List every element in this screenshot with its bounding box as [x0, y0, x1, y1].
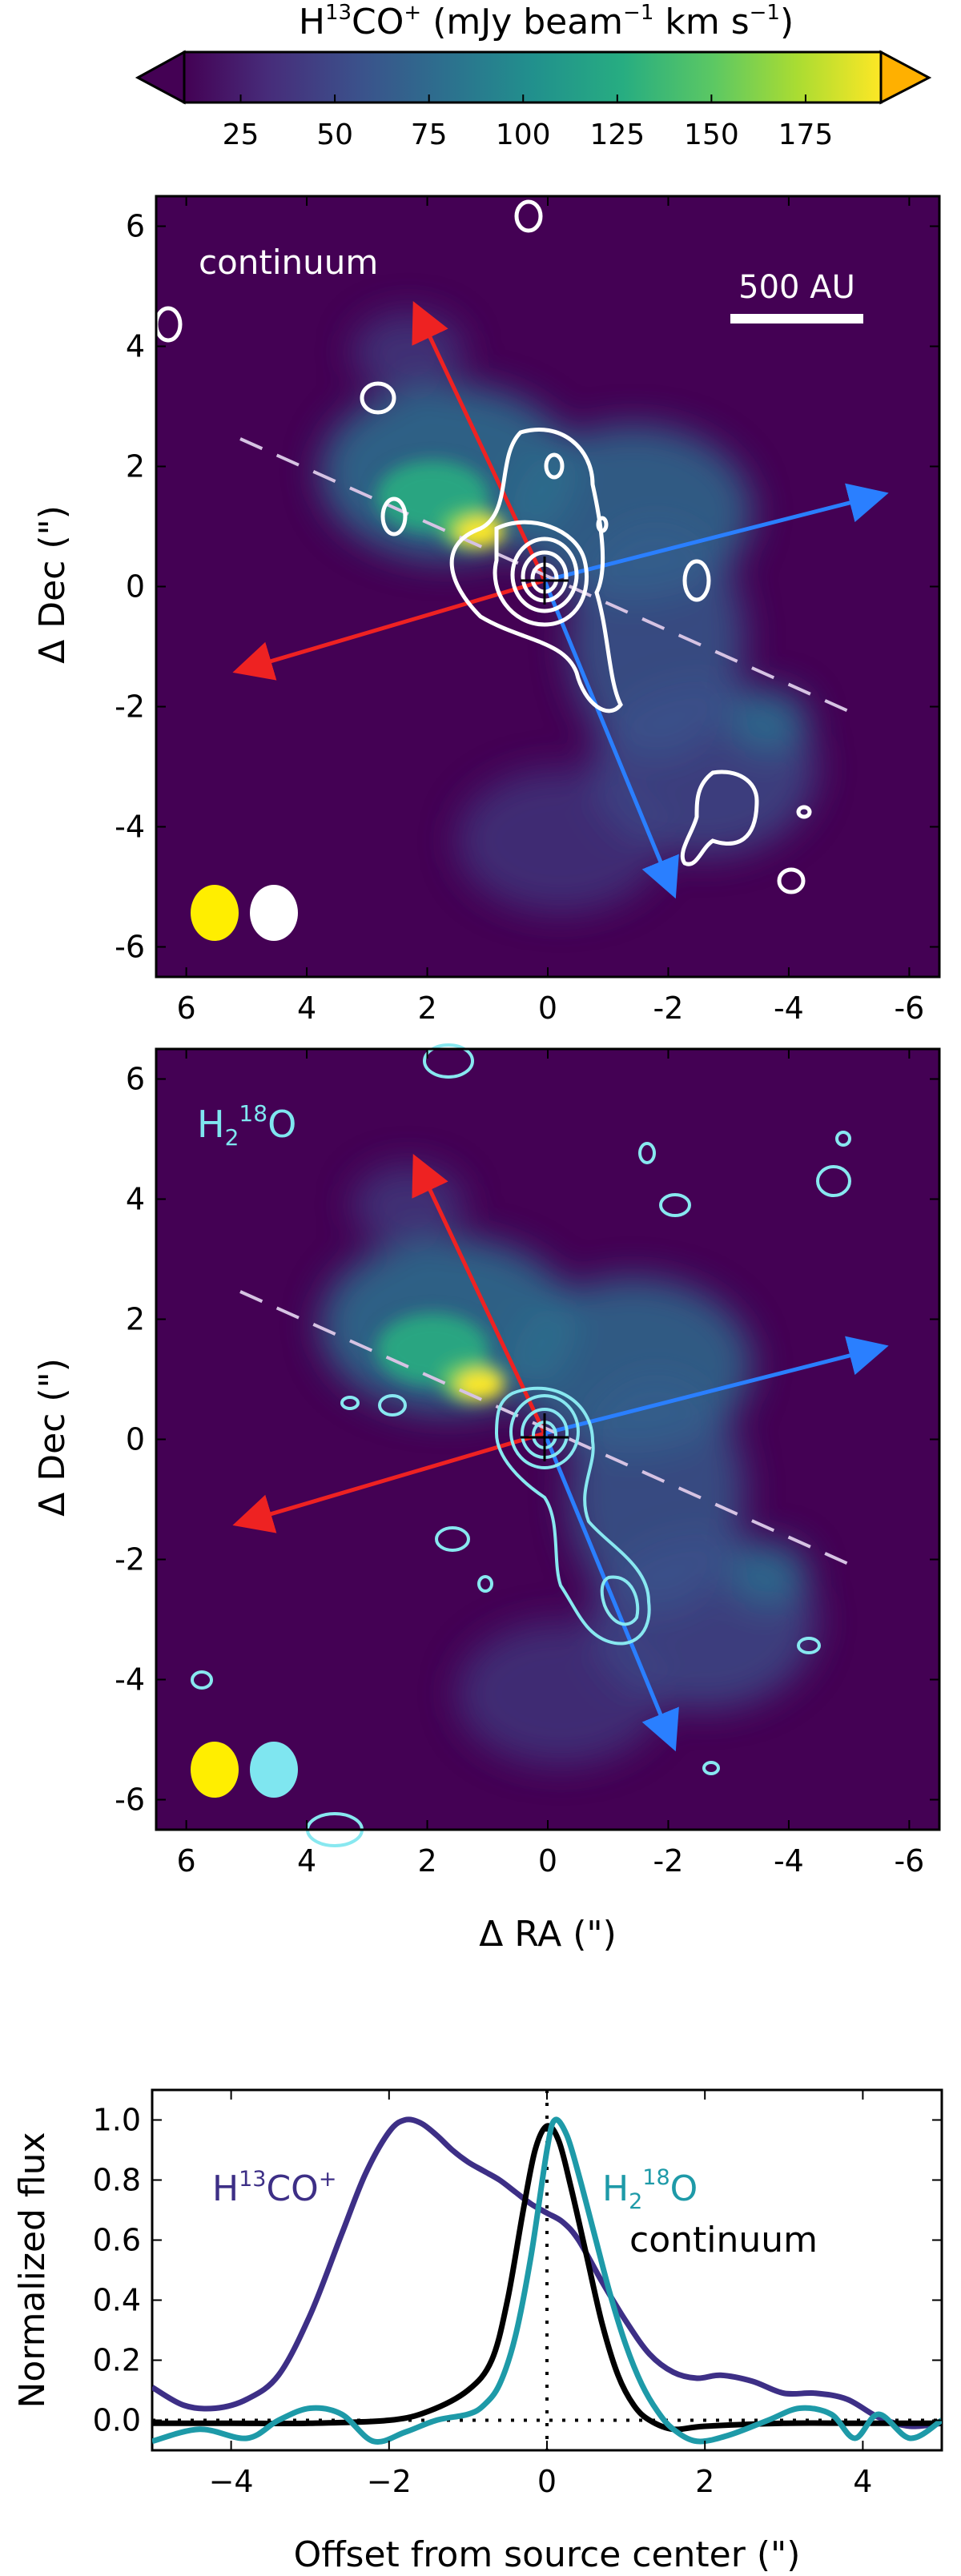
x-tick-label: -4 [774, 1843, 804, 1879]
colorbar-high-extend [879, 50, 932, 105]
y-tick-label: 6 [126, 209, 145, 244]
annotation-h13co: H13CO+ [212, 2167, 336, 2209]
plot-xlabel: Offset from source center (") [294, 2534, 801, 2575]
y-tick-label: 2 [126, 1302, 145, 1337]
continuum-contours [154, 199, 812, 894]
x-tick-label: 0 [537, 2464, 557, 2499]
colorbar-tick-label: 50 [316, 119, 353, 151]
source-crosshair [521, 557, 569, 605]
x-tick-label: -4 [774, 991, 804, 1026]
beam-h2o [250, 1742, 298, 1798]
x-tick-label: 2 [695, 2464, 714, 2499]
x-tick-label: 2 [417, 991, 436, 1026]
y-tick-label: -2 [115, 1542, 145, 1577]
series-line-2 [152, 2116, 942, 2445]
plot-guides [152, 2090, 942, 2450]
x-tick-label: 0 [538, 991, 557, 1026]
x-tick-label: 4 [297, 991, 316, 1026]
x-tick-label: 0 [538, 1843, 557, 1879]
y-tick-label: -4 [115, 810, 145, 845]
beam-continuum [250, 885, 298, 941]
y-tick-label: -2 [115, 689, 145, 725]
blue-lobe-arrow-south [542, 580, 679, 899]
red-lobe-arrow-north [412, 1153, 547, 1435]
colorbar-tick-label: 125 [589, 119, 645, 151]
dashed-axis [239, 1290, 862, 1571]
y-tick-label: 0.6 [93, 2223, 141, 2258]
beams [191, 1742, 298, 1798]
panel-label-continuum: continuum [199, 243, 378, 282]
dashed-axis [239, 437, 862, 718]
annotation-continuum: continuum [629, 2220, 818, 2261]
y-tick-label: 2 [126, 449, 145, 484]
plot-ylabel: Normalized flux [12, 2132, 53, 2408]
colorbar-tick-label: 175 [778, 119, 834, 151]
annotation-h2o: H218O [602, 2165, 698, 2214]
red-lobe-arrow-north [412, 300, 547, 582]
x-tick-label: 6 [177, 991, 196, 1026]
plot-ticks: −4 −2 0 2 4 0.0 0.2 0.4 0.6 0.8 1.0 [93, 2090, 942, 2499]
x-tick-label: −2 [367, 2464, 412, 2499]
x-tick-label: -2 [653, 1843, 684, 1879]
y-tick-label: 0.4 [93, 2283, 141, 2318]
y-tick-label: 6 [126, 1062, 145, 1097]
beam-h13co [191, 885, 239, 941]
colorbar: H13CO+ (mJy beam−1 km s−1) 25 50 75 100 125 1… [135, 1, 932, 151]
map-ylabel-top: Δ Dec (") [32, 505, 73, 664]
x-tick-label: -2 [653, 991, 684, 1026]
x-tick-label: -6 [894, 991, 924, 1026]
profile-chart: −4 −2 0 2 4 0.0 0.2 0.4 0.6 0.8 1.0 Normalized flu… [12, 2088, 943, 2575]
y-tick-label: 0 [126, 1422, 145, 1457]
source-crosshair [521, 1413, 569, 1461]
h13co-emission [320, 1165, 817, 1766]
series-line-1 [152, 2123, 942, 2433]
scalebar-line [730, 314, 863, 324]
y-tick-label: -6 [115, 1782, 145, 1818]
red-lobe-arrow-west [232, 578, 545, 681]
x-tick-label: 6 [177, 1843, 196, 1879]
y-tick-label: 4 [126, 1182, 145, 1217]
series-line-0 [152, 2116, 942, 2429]
x-tick-label: 2 [417, 1843, 436, 1879]
scalebar-label: 500 AU [738, 269, 855, 306]
y-tick-label: -4 [115, 1662, 145, 1698]
colorbar-bar [183, 50, 883, 104]
panel-label-h2o: H218O [197, 1100, 296, 1151]
scalebar: 500 AU [730, 269, 863, 324]
outflow-arrows [232, 1153, 889, 1752]
outflow-arrows [232, 300, 889, 899]
colorbar-tick-label: 25 [223, 119, 259, 151]
y-tick-label: 4 [126, 329, 145, 364]
y-tick-label: 0.8 [93, 2163, 141, 2198]
map-xlabel: Δ RA (") [479, 1914, 617, 1955]
colorbar-tick-label: 75 [411, 119, 448, 151]
y-tick-label: 0.0 [93, 2403, 141, 2438]
beam-h13co [191, 1742, 239, 1798]
colorbar-low-extend [135, 50, 186, 105]
y-tick-label: 0 [126, 569, 145, 605]
colorbar-tick-label: 150 [684, 119, 739, 151]
map-panel-h2o: H218O 6 6 4 4 2 2 0 0 -2 -2 -4 -4 -6 -6 [115, 1043, 941, 1879]
map-ylabel-bottom: Δ Dec (") [32, 1358, 73, 1517]
colorbar-ticks: 25 50 75 100 125 150 175 [223, 94, 834, 151]
map-panel-continuum: continuum 500 AU 6 6 4 4 2 2 0 0 -2 -2 -4 -4 -6 -6 [115, 195, 941, 1026]
y-tick-label: 1.0 [93, 2103, 141, 2138]
colorbar-label: H13CO+ (mJy beam−1 km s−1) [299, 1, 794, 42]
red-lobe-arrow-west [232, 1431, 545, 1533]
plot-series [152, 2116, 942, 2445]
beams [191, 885, 298, 941]
x-tick-label: 4 [297, 1843, 316, 1879]
h13co-emission [320, 312, 817, 913]
x-tick-label: -6 [894, 1843, 924, 1879]
colorbar-tick-label: 100 [496, 119, 551, 151]
y-tick-label: 0.2 [93, 2343, 141, 2378]
y-tick-label: -6 [115, 930, 145, 965]
blue-lobe-arrow-south [542, 1433, 679, 1752]
x-tick-label: 4 [853, 2464, 872, 2499]
blue-lobe-arrow-east [544, 1336, 889, 1436]
x-tick-label: −4 [209, 2464, 254, 2499]
map-ticks-bottom: 6 6 4 4 2 2 0 0 -2 -2 -4 -4 -6 -6 [115, 1049, 939, 1879]
map-ticks-top: 6 6 4 4 2 2 0 0 -2 -2 -4 -4 -6 -6 [115, 196, 939, 1026]
